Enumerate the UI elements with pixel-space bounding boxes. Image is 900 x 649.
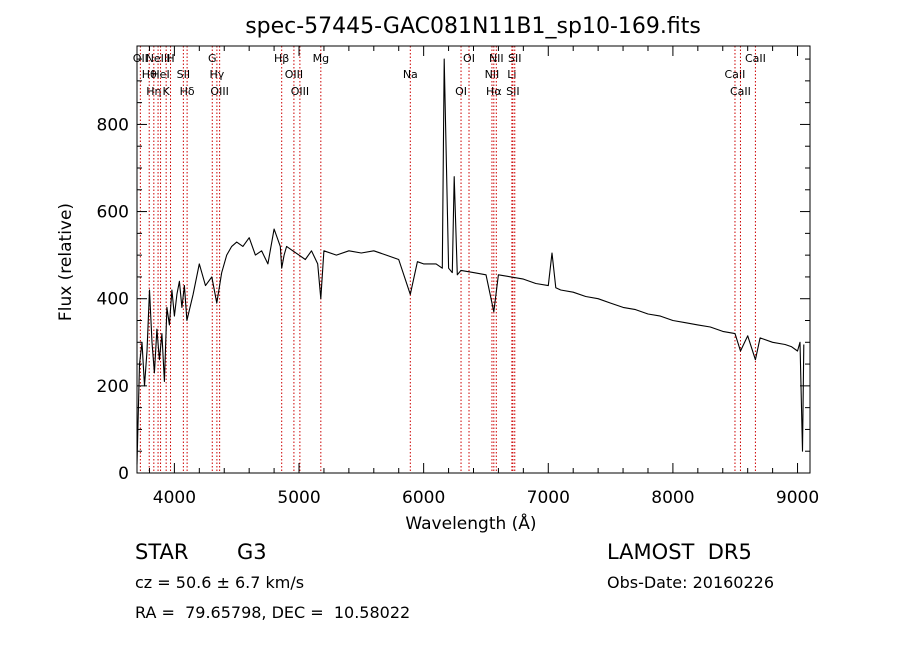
x-tick-label: 9000 [776, 488, 819, 508]
spectral-line-label: CaII [730, 85, 751, 98]
object-class: STAR [135, 540, 189, 564]
spectral-line-label: Na [403, 68, 418, 81]
spectral-line-label: Mg [313, 52, 329, 65]
x-tick-label: 8000 [651, 488, 694, 508]
y-tick-label: 800 [97, 115, 129, 135]
survey-name: LAMOST DR5 [607, 540, 752, 564]
observation-date: Obs-Date: 20160226 [607, 573, 775, 592]
spectral-line-label: NII [485, 68, 500, 81]
spectral-line-label: Hβ [274, 52, 289, 65]
spectral-line-label: SII [177, 68, 190, 81]
spectral-line-label: NII [489, 52, 504, 65]
spectral-line-label: OIII [210, 85, 228, 98]
y-tick-label: 400 [97, 290, 129, 310]
y-tick-label: 200 [97, 377, 129, 397]
axis-ticks: 4000 5000 6000 7000 8000 9000 0 200 400 600 800 [97, 46, 819, 508]
spectral-line-label: G [208, 52, 217, 65]
plot-frame [136, 45, 811, 474]
spectral-line-label: CaII [745, 52, 766, 65]
spectrum-series [136, 58, 805, 465]
spectral-line-label: HeI [151, 68, 169, 81]
spectral-line-markers: OIIHθHηNeIIIHeIKHSIIHδGHγOIIIHβOIIIOIIIM… [133, 46, 766, 473]
object-subclass: G3 [237, 540, 267, 564]
x-tick-label: 4000 [153, 488, 196, 508]
spectral-line-label: Hδ [180, 85, 195, 98]
spectrum-line [136, 58, 805, 465]
x-tick-label: 5000 [277, 488, 320, 508]
spectral-line-label: OI [463, 52, 475, 65]
spectral-line-label: NeIII [146, 52, 171, 65]
y-tick-label: 0 [118, 464, 129, 484]
x-axis-label: Wavelength (Å) [405, 512, 536, 534]
spectral-line-label: Hα [486, 85, 502, 98]
chart-title: spec-57445-GAC081N11B1_sp10-169.fits [245, 14, 701, 39]
spectral-line-label: H [166, 52, 174, 65]
spectral-line-label: OIII [285, 68, 303, 81]
spectral-line-label: OIII [291, 85, 309, 98]
x-tick-label: 7000 [527, 488, 570, 508]
spectral-line-label: SII [506, 85, 519, 98]
spectral-line-label: Hη [146, 85, 161, 98]
y-tick-label: 600 [97, 203, 129, 223]
spectral-line-label: K [163, 85, 171, 98]
spectral-line-label: Hγ [209, 68, 224, 81]
y-axis-label: Flux (relative) [56, 203, 76, 321]
redshift-info: cz = 50.6 ± 6.7 km/s [135, 573, 305, 592]
spectral-line-label: SII [508, 52, 521, 65]
spectral-line-label: Li [507, 68, 516, 81]
coordinates: RA = 79.65798, DEC = 10.58022 [135, 603, 411, 622]
spectral-line-label: CaII [725, 68, 746, 81]
x-tick-label: 6000 [402, 488, 445, 508]
spectral-line-label: Hθ [142, 68, 157, 81]
spectral-line-label: OI [455, 85, 467, 98]
